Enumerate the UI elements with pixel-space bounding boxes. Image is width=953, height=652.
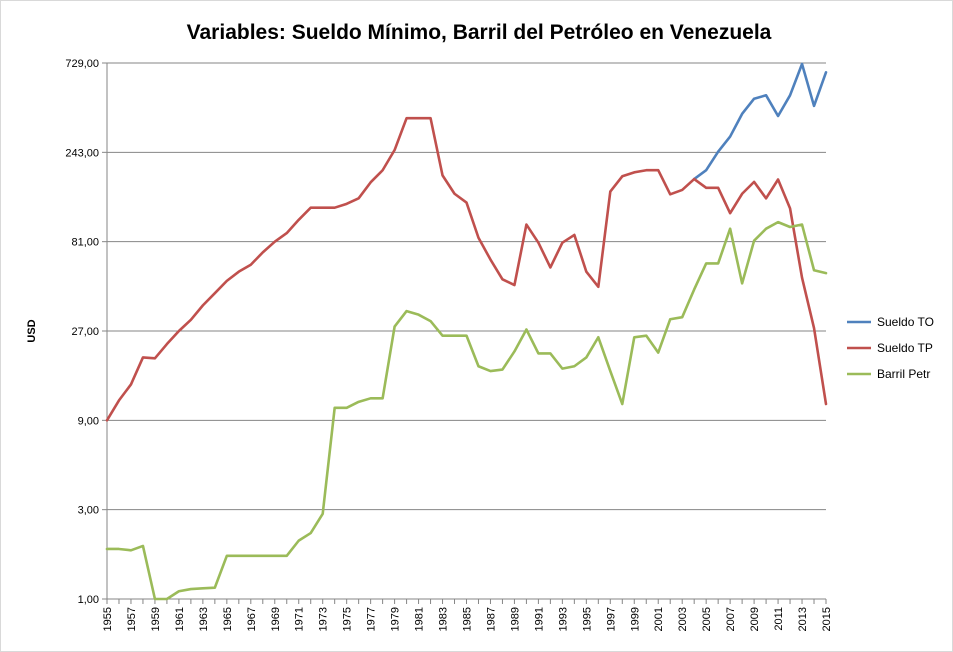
x-tick-label: 1979 — [390, 607, 402, 631]
y-tick-label: 729,00 — [65, 58, 99, 70]
x-tick-label: 1961 — [174, 607, 186, 631]
y-tick-label: 27,00 — [71, 326, 99, 338]
gridlines — [102, 62, 826, 600]
y-axis-ticks: 1,00 3,00 9,00 27,00 81,00 243,00 729,00 — [65, 58, 99, 606]
x-tick-label: 1963 — [198, 607, 210, 631]
x-tick-label: 1965 — [222, 607, 234, 631]
series-line-sueldo-to — [692, 62, 828, 181]
series-lines — [105, 62, 828, 601]
x-tick-label: 1981 — [414, 607, 426, 631]
y-tick-label: 81,00 — [71, 237, 99, 249]
x-tick-label: 1971 — [294, 607, 306, 631]
x-tick-label: 1995 — [581, 607, 593, 631]
x-tick-label: 2011 — [773, 607, 785, 631]
x-tick-label: 2005 — [701, 607, 713, 631]
y-tick-label: 9,00 — [78, 415, 99, 427]
x-tick-label: 1975 — [342, 607, 354, 631]
x-axis-ticks: 1955 1957 1959 1961 1963 1965 1967 1969 1971 1973… — [102, 599, 833, 631]
x-tick-label: 1983 — [438, 607, 450, 631]
y-tick-label: 1,00 — [78, 594, 99, 606]
x-tick-label: 1973 — [318, 607, 330, 631]
x-tick-label: 2007 — [725, 607, 737, 631]
x-tick-label: 1959 — [150, 607, 162, 631]
y-axis-label: USD — [26, 319, 38, 342]
x-tick-label: 1977 — [366, 607, 378, 631]
x-tick-label: 1969 — [270, 607, 282, 631]
y-tick-label: 243,00 — [65, 147, 99, 159]
x-tick-label: 1967 — [246, 607, 258, 631]
legend-label: Sueldo TO — [877, 315, 934, 329]
x-tick-label: 2001 — [653, 607, 665, 631]
x-tick-label: 2009 — [749, 607, 761, 631]
x-tick-label: 1955 — [102, 607, 114, 631]
x-tick-label: 1957 — [126, 607, 138, 631]
legend: Sueldo TO Sueldo TP Barril Petr — [847, 315, 934, 381]
x-tick-label: 1987 — [485, 607, 497, 631]
series-line-barril-petr — [105, 220, 828, 601]
x-tick-label: 1993 — [557, 607, 569, 631]
x-tick-label: 1997 — [605, 607, 617, 631]
chart-title: Variables: Sueldo Mínimo, Barril del Pet… — [187, 21, 772, 44]
legend-label: Barril Petr — [877, 367, 930, 381]
x-tick-label: 2013 — [797, 607, 809, 631]
legend-label: Sueldo TP — [877, 341, 933, 355]
x-tick-label: 1989 — [509, 607, 521, 631]
series-line-sueldo-tp — [105, 116, 828, 422]
y-tick-label: 3,00 — [78, 505, 99, 517]
x-tick-label: 1991 — [533, 607, 545, 631]
x-tick-label: 2003 — [677, 607, 689, 631]
x-tick-label: 1999 — [629, 607, 641, 631]
x-tick-label: 2015 — [821, 607, 833, 631]
x-tick-label: 1985 — [462, 607, 474, 631]
